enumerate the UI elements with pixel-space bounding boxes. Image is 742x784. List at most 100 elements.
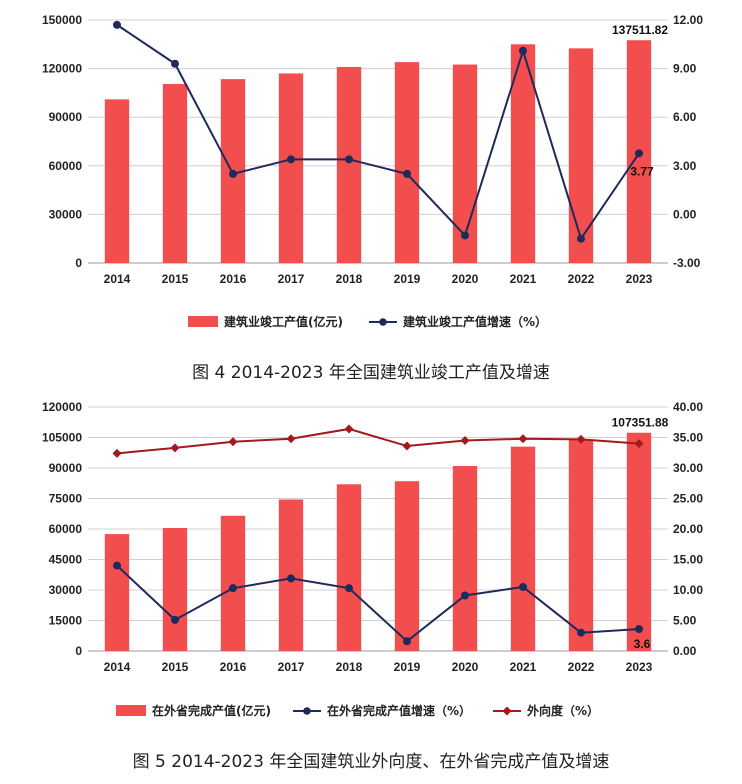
legend-swatch-bar <box>116 705 146 716</box>
right-axis-tick: 10.00 <box>673 583 703 597</box>
x-axis-tick: 2018 <box>336 272 363 286</box>
right-axis-tick: 20.00 <box>673 522 703 536</box>
x-axis-tick: 2023 <box>626 272 653 286</box>
data-label-last-point: 3.77 <box>630 164 654 178</box>
line-point <box>403 169 411 178</box>
bar <box>510 44 536 263</box>
line-point <box>113 561 121 570</box>
bar <box>568 439 594 651</box>
x-axis-tick: 2019 <box>394 660 421 674</box>
line-point <box>461 231 469 240</box>
bar <box>162 527 188 651</box>
left-axis-tick: 90000 <box>49 110 83 124</box>
bar <box>626 432 652 651</box>
figure-caption: 图 5 2014-2023 年全国建筑业外向度、在外省完成产值及增速 <box>133 752 610 772</box>
legend-marker <box>303 707 311 715</box>
bar <box>220 515 246 651</box>
x-axis-tick: 2015 <box>162 272 189 286</box>
left-axis-tick: 0 <box>75 256 82 270</box>
legend-label: 在外省完成产值增速（%） <box>327 703 471 718</box>
line-point <box>460 436 470 446</box>
x-axis-tick: 2015 <box>162 660 189 674</box>
line-point <box>171 59 179 68</box>
x-axis-tick: 2017 <box>278 272 305 286</box>
x-axis-tick: 2016 <box>220 272 247 286</box>
data-label-last-bar: 107351.88 <box>612 416 669 430</box>
line-point <box>171 615 179 624</box>
left-axis-tick: 60000 <box>49 522 83 536</box>
line-point <box>287 155 295 164</box>
right-axis-tick: 30.00 <box>673 461 703 475</box>
x-axis-tick: 2020 <box>452 272 479 286</box>
x-axis-tick: 2018 <box>336 660 363 674</box>
left-axis-tick: 120000 <box>42 400 82 414</box>
line-point <box>577 628 585 637</box>
series-line <box>116 427 640 455</box>
right-axis-tick: 5.00 <box>673 614 697 628</box>
line-point <box>170 443 180 453</box>
line-point <box>634 439 644 449</box>
series-line <box>116 564 640 643</box>
x-axis-tick: 2021 <box>510 272 537 286</box>
line-point <box>229 584 237 593</box>
bar <box>162 83 188 264</box>
line-point <box>345 155 353 164</box>
right-axis-tick: 3.00 <box>673 159 697 173</box>
right-axis-tick: 0.00 <box>673 207 697 221</box>
legend-label: 建筑业竣工产值(亿元) <box>223 314 343 329</box>
right-axis-tick: 35.00 <box>673 431 703 445</box>
right-axis-tick: 6.00 <box>673 110 697 124</box>
bar <box>104 99 130 263</box>
legend-marker <box>502 706 512 716</box>
right-axis-tick: -3.00 <box>673 256 701 270</box>
bar <box>336 484 362 651</box>
line-point <box>635 625 643 634</box>
bar <box>452 64 478 263</box>
line-point <box>576 434 586 444</box>
x-axis-tick: 2022 <box>568 272 595 286</box>
line-point <box>287 574 295 583</box>
line-point <box>113 20 121 29</box>
x-axis-tick: 2021 <box>510 660 537 674</box>
left-axis-tick: 0 <box>75 644 82 658</box>
line-point <box>518 434 528 444</box>
left-axis-tick: 45000 <box>49 553 83 567</box>
chart-out-of-province-output: 0 15000 30000 45000 60000 75000 90000 105000 120… <box>42 400 703 772</box>
figure-caption: 图 4 2014-2023 年全国建筑业竣工产值及增速 <box>192 363 550 383</box>
bar <box>452 465 478 651</box>
line-point <box>635 149 643 158</box>
bar <box>568 48 594 263</box>
x-axis-tick: 2017 <box>278 660 305 674</box>
line-point <box>461 591 469 600</box>
right-axis-tick: 25.00 <box>673 492 703 506</box>
line-point <box>112 448 122 458</box>
legend-label: 建筑业竣工产值增速（%） <box>402 314 547 329</box>
right-axis-tick: 40.00 <box>673 400 703 414</box>
x-axis-tick: 2019 <box>394 272 421 286</box>
right-axis-tick: 12.00 <box>673 13 703 27</box>
bar <box>510 446 536 651</box>
x-axis-tick: 2014 <box>104 272 131 286</box>
data-label-last-bar: 137511.82 <box>612 23 668 37</box>
bar <box>278 73 304 264</box>
x-axis-tick: 2014 <box>104 660 131 674</box>
right-axis-tick: 15.00 <box>673 553 703 567</box>
left-axis-tick: 105000 <box>42 431 82 445</box>
line-point <box>286 434 296 444</box>
left-axis-tick: 150000 <box>42 13 82 27</box>
line-point <box>345 584 353 593</box>
series-line <box>116 24 640 241</box>
line-point <box>577 234 585 243</box>
line-point <box>229 169 237 178</box>
data-label-last-point: 3.6 <box>634 637 651 651</box>
bar <box>394 481 420 651</box>
bar <box>336 66 362 263</box>
chart-construction-output: 0 30000 60000 90000 120000 150000 -3.00 0.00 3.0… <box>42 13 703 383</box>
left-axis-tick: 120000 <box>42 62 82 76</box>
x-axis-tick: 2016 <box>220 660 247 674</box>
right-axis-tick: 9.00 <box>673 62 697 76</box>
left-axis-tick: 30000 <box>49 207 83 221</box>
line-point <box>344 424 354 434</box>
bar <box>104 534 130 651</box>
line-point <box>519 46 527 55</box>
